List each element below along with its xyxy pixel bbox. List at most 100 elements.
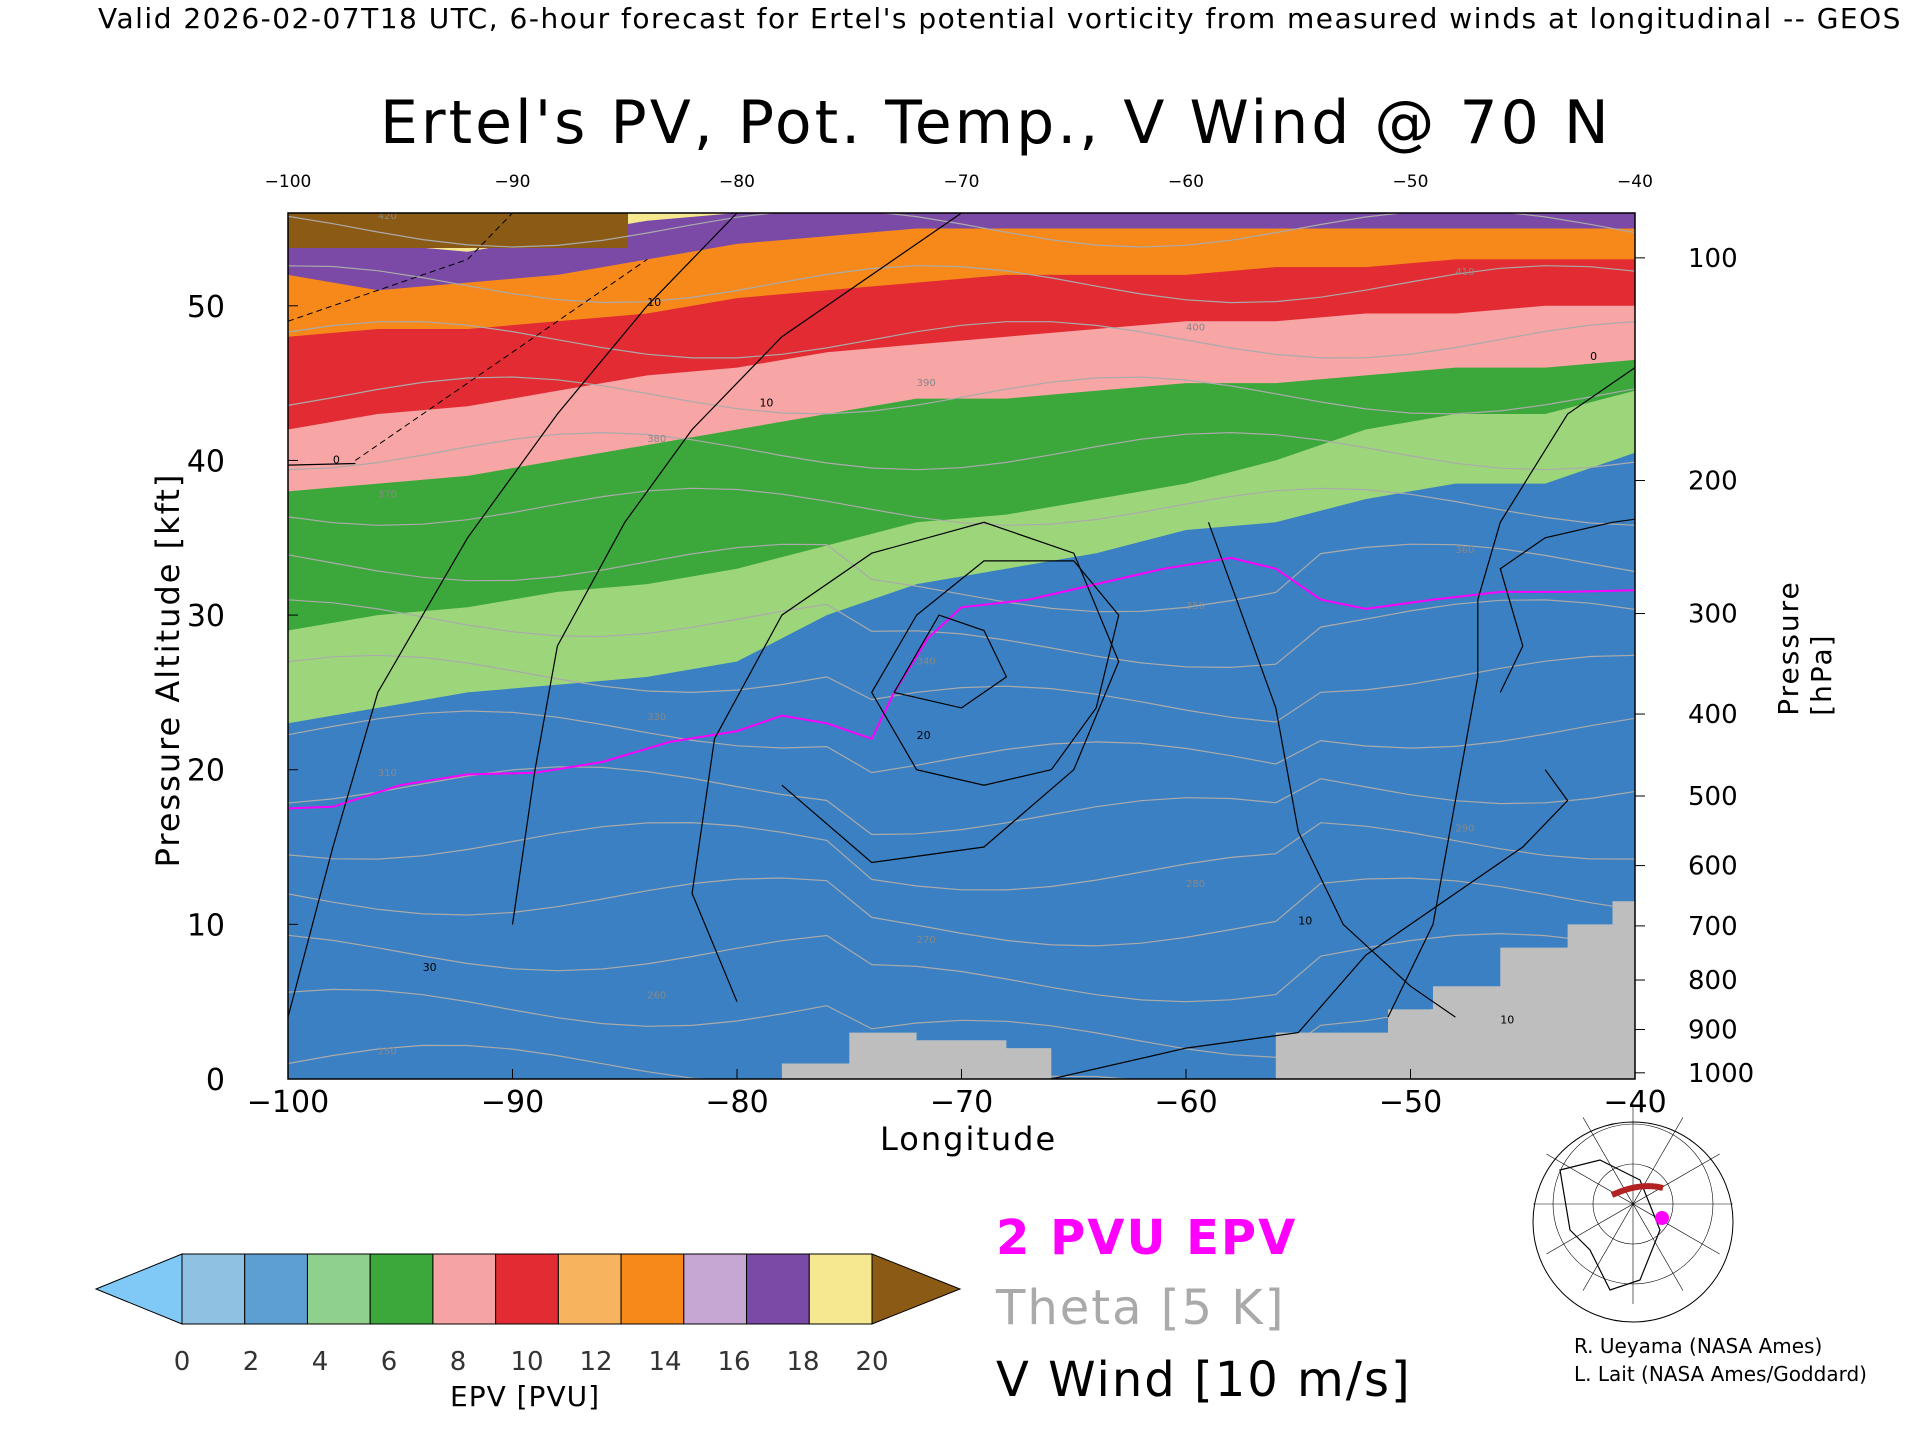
theta-line-350 xyxy=(288,599,1635,669)
vwind-line-8 xyxy=(1499,518,1635,693)
theta-contours: 2502602702802903103303403503603703803904… xyxy=(288,211,1635,1079)
top-tick-label-1: −90 xyxy=(495,172,531,192)
y-tick-label-2: 20 xyxy=(187,754,225,789)
x-tick-label-0: −100 xyxy=(247,1085,329,1120)
axes: −100 −100 −90 −90 −80 −80 −70 −70 −60 −60 −50 −50 −4… xyxy=(187,172,1754,1120)
theta-label-380: 380 xyxy=(647,434,666,445)
theta-line-290 xyxy=(288,821,1635,891)
x-tick-label-4: −60 xyxy=(1154,1085,1217,1120)
colorbar-tick-7: 14 xyxy=(648,1347,681,1377)
vwind-line-0 xyxy=(288,213,738,1018)
theta-line-410 xyxy=(288,265,1635,304)
colorbar-swatch-5 xyxy=(495,1253,559,1325)
inset-map xyxy=(1532,1104,1734,1323)
vwind-line-3 xyxy=(871,560,1120,786)
colorbar-under-arrow xyxy=(94,1253,183,1325)
theta-line-370 xyxy=(288,487,1635,526)
theta-label-340: 340 xyxy=(917,657,936,668)
p-tick-label-0: 100 xyxy=(1688,244,1738,274)
theta-label-250: 250 xyxy=(378,1046,397,1057)
vwind-neg-line-1 xyxy=(355,258,648,461)
vwind-line-7 xyxy=(1387,367,1635,1018)
valid-time-header: Valid 2026-02-07T18 UTC, 6-hour forecast… xyxy=(98,2,1902,35)
top-tick-label-3: −70 xyxy=(944,172,980,192)
colorbar-tick-8: 16 xyxy=(717,1347,750,1377)
theta-line-380 xyxy=(288,431,1635,471)
vwind-label-4: 30 xyxy=(423,961,437,974)
theta-label-270: 270 xyxy=(917,935,936,946)
theta-line-310 xyxy=(288,766,1635,836)
theta-label-420: 420 xyxy=(378,211,397,222)
theta-line-360 xyxy=(288,543,1635,613)
colorbar-tick-1: 2 xyxy=(243,1347,260,1377)
top-tick-label-2: −80 xyxy=(719,172,755,192)
theta-label-290: 290 xyxy=(1455,824,1474,835)
colorbar-over-arrow xyxy=(871,1253,962,1325)
theta-label-370: 370 xyxy=(378,490,397,501)
theta-line-400 xyxy=(288,321,1635,359)
vwind-line-2 xyxy=(691,521,1120,1002)
colorbar-tick-10: 20 xyxy=(855,1347,888,1377)
p-tick-label-1: 200 xyxy=(1688,467,1738,497)
colorbar-swatch-7 xyxy=(620,1253,685,1325)
p-tick-label-2: 300 xyxy=(1688,600,1738,630)
colorbar-swatch-10 xyxy=(808,1253,873,1325)
top-tick-label-4: −60 xyxy=(1168,172,1204,192)
theta-line-270 xyxy=(288,932,1635,1003)
pv-over-region xyxy=(288,213,628,248)
theta-line-390 xyxy=(288,376,1635,415)
p-tick-label-3: 400 xyxy=(1688,700,1738,730)
theta-label-310: 310 xyxy=(378,768,397,779)
colorbar-label: EPV [PVU] xyxy=(450,1380,601,1413)
vwind-neg-line-0 xyxy=(288,213,513,322)
inset-location-dot xyxy=(1655,1211,1669,1225)
colorbar-swatch-4 xyxy=(432,1253,497,1325)
theta-line-330 xyxy=(288,710,1635,774)
vwind-line-9 xyxy=(288,462,356,466)
chart-title: Ertel's PV, Pot. Temp., V Wind @ 70 N xyxy=(380,88,1612,158)
inset-meridian-5 xyxy=(1546,1153,1720,1255)
vwind-contours: 0 10 10 20 30 10 0 10 0 xyxy=(288,213,1635,1079)
x-tick-label-3: −70 xyxy=(930,1085,993,1120)
theta-label-360: 360 xyxy=(1455,545,1474,556)
vwind-label-7: 10 xyxy=(1500,1013,1514,1026)
y-tick-label-0: 0 xyxy=(206,1063,225,1098)
top-tick-label-6: −40 xyxy=(1617,172,1653,192)
theta-line-250 xyxy=(288,1044,1635,1079)
vwind-line-6 xyxy=(1207,522,1456,1018)
x-tick-label-5: −50 xyxy=(1379,1085,1442,1120)
x-axis-label: Longitude xyxy=(880,1120,1058,1158)
terrain-polygon xyxy=(781,901,1635,1079)
vwind-line-5 xyxy=(1051,769,1569,1079)
x-tick-label-2: −80 xyxy=(705,1085,768,1120)
colorbar-swatch-1 xyxy=(244,1253,308,1325)
colorbar-swatch-6 xyxy=(557,1253,622,1325)
colorbar-tick-0: 0 xyxy=(174,1347,191,1377)
p-tick-label-7: 800 xyxy=(1688,966,1738,996)
p-tick-label-9: 1000 xyxy=(1688,1059,1754,1089)
y-tick-label-5: 50 xyxy=(187,290,225,325)
legend-theta: Theta [5 K] xyxy=(996,1280,1286,1336)
colorbar-tick-4: 8 xyxy=(450,1347,467,1377)
colorbar-tick-5: 10 xyxy=(510,1347,543,1377)
vwind-label-1: 10 xyxy=(647,296,661,309)
inset-section-track xyxy=(1610,1183,1664,1198)
theta-label-390: 390 xyxy=(917,378,936,389)
theta-line-420 xyxy=(288,213,1635,248)
colorbar-swatch-3 xyxy=(369,1253,434,1325)
y-tick-label-1: 10 xyxy=(187,908,225,943)
colorbar-swatch-0 xyxy=(181,1253,246,1325)
theta-line-340 xyxy=(288,654,1635,723)
y-tick-label-3: 30 xyxy=(187,599,225,634)
vwind-label-5: 10 xyxy=(1298,914,1312,927)
colorbar-tick-2: 4 xyxy=(312,1347,329,1377)
colorbar-swatch-8 xyxy=(683,1253,748,1325)
vwind-label-0: 0 xyxy=(333,454,340,467)
theta-label-410: 410 xyxy=(1455,267,1474,278)
vwind-line-4 xyxy=(893,614,1008,709)
p-tick-label-5: 600 xyxy=(1688,852,1738,882)
top-tick-label-0: −100 xyxy=(265,172,312,192)
x-tick-label-1: −90 xyxy=(481,1085,544,1120)
p-tick-label-8: 900 xyxy=(1688,1016,1738,1046)
